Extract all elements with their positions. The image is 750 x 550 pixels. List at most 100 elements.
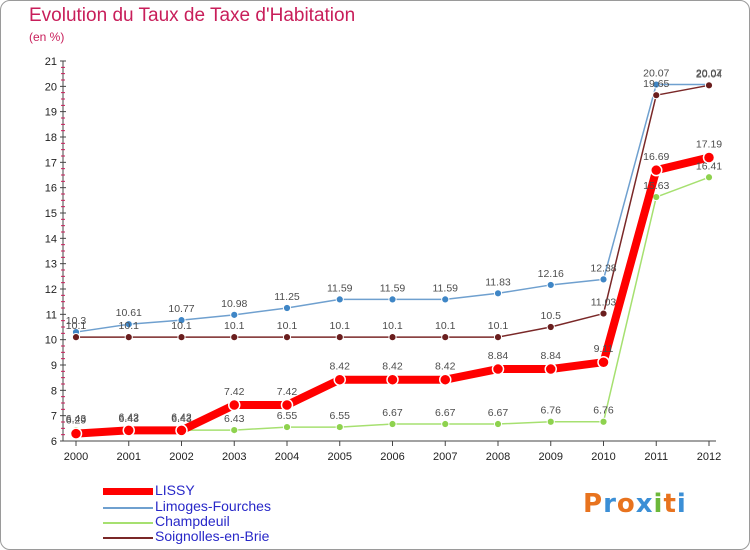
data-label-soignolles-en-brie: 10.1: [224, 320, 245, 332]
data-label-lissy: 7.42: [277, 386, 298, 398]
data-label-limoges-fourches: 10.77: [168, 303, 194, 315]
data-label-lissy: 6.42: [171, 411, 192, 423]
data-label-lissy: 6.29: [66, 415, 87, 427]
data-point-champdeuil: [652, 192, 661, 202]
data-label-lissy: 16.69: [643, 151, 669, 163]
data-point-limoges-fourches: [124, 320, 133, 329]
data-point-limoges-fourches: [177, 316, 186, 325]
data-label-champdeuil: 6.67: [435, 407, 456, 419]
legend-item-lissy: LISSY: [103, 482, 363, 499]
data-label-limoges-fourches: 11.59: [433, 282, 459, 294]
data-label-lissy: 9.11: [594, 343, 614, 355]
data-label-limoges-fourches: 11.83: [485, 276, 511, 288]
data-label-limoges-fourches: 10.3: [66, 315, 87, 327]
data-label-limoges-fourches: 10.98: [221, 298, 247, 310]
data-point-soignolles-en-brie: [71, 333, 81, 342]
data-label-lissy: 8.42: [435, 361, 456, 373]
x-tick-label: 2008: [486, 451, 510, 463]
data-point-soignolles-en-brie: [546, 322, 555, 332]
x-tick-label: 2011: [644, 451, 668, 463]
data-label-champdeuil: 6.76: [593, 405, 614, 417]
data-point-limoges-fourches: [441, 295, 450, 304]
data-label-champdeuil: 6.43: [224, 413, 245, 425]
data-label-soignolles-en-brie: 10.5: [541, 310, 562, 322]
y-tick-label: 10: [45, 335, 57, 347]
data-label-champdeuil: 6.55: [277, 410, 298, 422]
data-point-champdeuil: [282, 422, 292, 432]
data-label-lissy: 8.84: [488, 350, 509, 362]
data-label-champdeuil: 6.43: [119, 413, 140, 425]
data-point-lissy: [228, 398, 241, 412]
y-tick-label: 16: [45, 183, 57, 195]
x-tick-label: 2012: [697, 451, 721, 463]
legend-label-soignolles-en-brie: Soignolles-en-Brie: [155, 528, 270, 544]
data-label-soignolles-en-brie: 10.1: [330, 320, 351, 332]
x-tick-label: 2004: [275, 451, 299, 463]
data-point-limoges-fourches: [652, 80, 661, 89]
data-label-soignolles-en-brie: 10.1: [435, 320, 456, 332]
data-label-limoges-fourches: 12.16: [538, 268, 564, 280]
data-label-champdeuil: 16.41: [696, 160, 722, 172]
data-label-champdeuil: 6.76: [541, 405, 562, 417]
x-tick-label: 2005: [328, 451, 352, 463]
data-label-limoges-fourches: 12.38: [590, 262, 616, 274]
legend-swatch-soignolles-en-brie: [103, 537, 153, 539]
legend-label-lissy: LISSY: [155, 482, 195, 498]
y-tick-label: 19: [45, 107, 57, 119]
x-tick-label: 2009: [539, 451, 563, 463]
data-point-soignolles-en-brie: [124, 333, 133, 342]
data-label-soignolles-en-brie: 19.65: [643, 78, 669, 90]
data-label-soignolles-en-brie: 10.1: [277, 320, 298, 332]
data-point-limoges-fourches: [546, 280, 555, 290]
data-label-limoges-fourches: 10.61: [116, 307, 142, 319]
x-tick-label: 2001: [117, 451, 141, 463]
data-point-lissy: [650, 163, 663, 177]
chart-unit-label: (en %): [29, 30, 65, 44]
data-point-lissy: [544, 362, 557, 376]
legend-label-limoges-fourches: Limoges-Fourches: [155, 498, 271, 514]
x-tick-label: 2007: [433, 451, 457, 463]
data-label-limoges-fourches: 11.25: [274, 291, 300, 303]
data-point-soignolles-en-brie: [599, 309, 608, 318]
y-tick-label: 17: [45, 157, 57, 169]
data-label-champdeuil: 6.43: [66, 413, 87, 425]
data-point-lissy: [175, 424, 188, 437]
y-tick-label: 20: [45, 81, 57, 93]
y-tick-label: 7: [51, 411, 57, 423]
data-label-limoges-fourches: 20.07: [643, 68, 669, 80]
legend-swatch-lissy: [103, 488, 153, 495]
data-label-lissy: 8.84: [541, 350, 562, 362]
chart-title: Evolution du Taux de Taxe d'Habitation: [29, 5, 356, 26]
data-point-champdeuil: [441, 419, 450, 429]
x-tick-label: 2003: [222, 451, 246, 463]
legend-swatch-limoges-fourches: [103, 507, 153, 509]
data-point-soignolles-en-brie: [177, 333, 186, 342]
data-point-lissy: [280, 398, 294, 412]
data-point-limoges-fourches: [282, 303, 292, 313]
legend-item-champdeuil: Champdeuil: [103, 513, 363, 530]
data-point-soignolles-en-brie: [335, 333, 344, 342]
data-point-soignolles-en-brie: [282, 333, 292, 342]
y-tick-label: 9: [51, 360, 57, 372]
data-label-limoges-fourches: 11.59: [327, 282, 353, 294]
data-point-champdeuil: [546, 417, 555, 426]
y-tick-label: 12: [45, 284, 57, 296]
data-label-champdeuil: 6.43: [171, 413, 192, 425]
y-tick-label: 18: [45, 132, 57, 144]
data-point-champdeuil: [230, 426, 239, 435]
data-point-champdeuil: [388, 419, 397, 429]
data-point-lissy: [597, 355, 610, 369]
data-point-lissy: [439, 373, 452, 386]
data-point-lissy: [702, 151, 716, 164]
data-point-limoges-fourches: [388, 295, 397, 304]
legend-label-champdeuil: Champdeuil: [155, 513, 230, 529]
legend-swatch-champdeuil: [103, 522, 153, 524]
y-tick-label: 11: [46, 309, 57, 321]
data-label-soignolles-en-brie: 11.03: [591, 297, 617, 309]
data-point-soignolles-en-brie: [704, 81, 714, 90]
data-point-champdeuil: [335, 422, 344, 432]
data-label-soignolles-en-brie: 10.1: [66, 320, 87, 332]
line-chart: 6 7 8 9 10 11 12 13 14 15 16 17 18 19 20 21 2000 2001 2002…: [45, 56, 723, 463]
data-label-champdeuil: 6.67: [488, 407, 509, 419]
